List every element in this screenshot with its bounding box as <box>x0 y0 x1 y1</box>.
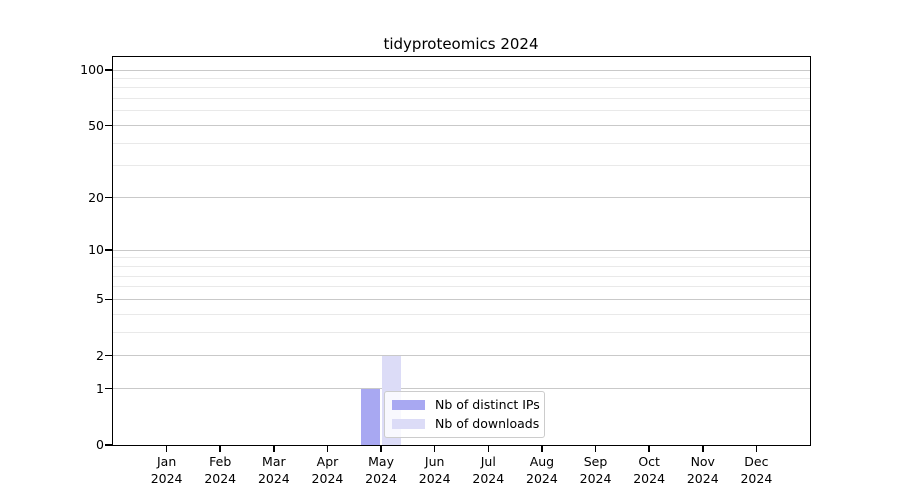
y-tick-mark <box>105 444 113 446</box>
x-tick-label: Sep 2024 <box>561 454 631 487</box>
x-tick-mark <box>541 445 543 452</box>
x-tick-label-line: Sep <box>583 454 608 469</box>
y-tick-mark <box>105 387 113 390</box>
x-tick-label: Oct 2024 <box>614 454 684 487</box>
legend-label-distinct-ips: Nb of distinct IPs <box>435 397 540 412</box>
x-tick-label: Jan 2024 <box>132 454 202 487</box>
x-tick-label-line: Mar <box>262 454 286 469</box>
x-tick-label-line: Dec <box>744 454 769 469</box>
x-tick-label: Dec 2024 <box>721 454 791 487</box>
x-tick-label: Jul 2024 <box>453 454 523 487</box>
legend-swatch-downloads <box>392 419 425 429</box>
y-tick-label: 5 <box>96 291 104 307</box>
x-tick-mark <box>219 445 221 452</box>
x-tick-mark <box>326 445 329 452</box>
legend-item-distinct-ips: Nb of distinct IPs <box>392 397 540 413</box>
y-tick-label: 100 <box>80 62 104 77</box>
x-tick-mark <box>380 445 382 452</box>
major-gridline <box>113 197 810 199</box>
legend: Nb of distinct IPs Nb of downloads <box>384 391 545 438</box>
y-tick-mark <box>105 298 113 301</box>
x-tick-label-line: Nov <box>690 454 715 469</box>
y-tick-label: 1 <box>96 380 104 396</box>
minor-gridline <box>113 110 810 112</box>
x-tick-mark <box>594 445 597 452</box>
x-tick-label-line: May <box>368 454 394 469</box>
minor-gridline <box>113 77 810 79</box>
minor-gridline <box>113 257 810 259</box>
x-tick-mark <box>702 445 704 452</box>
legend-swatch-distinct-ips <box>392 400 425 410</box>
legend-item-downloads: Nb of downloads <box>392 416 540 432</box>
major-gridline <box>113 298 810 300</box>
major-gridline <box>113 388 810 390</box>
minor-gridline <box>113 142 810 144</box>
x-tick-label-line: 2024 <box>686 470 719 486</box>
minor-gridline <box>113 313 810 315</box>
x-tick-label-line: Feb <box>209 454 232 469</box>
minor-gridline <box>113 275 810 277</box>
x-tick-label: Mar 2024 <box>239 454 309 487</box>
y-tick-label: 2 <box>96 347 104 363</box>
x-tick-label-line: Jan <box>156 454 177 469</box>
chart-title: tidyproteomics 2024 <box>383 35 539 53</box>
x-tick-label-line: 2024 <box>526 470 558 486</box>
minor-gridline <box>113 87 810 89</box>
legend-label-downloads: Nb of downloads <box>435 416 540 431</box>
x-tick-mark <box>487 445 490 452</box>
y-tick-label: 50 <box>88 117 104 133</box>
x-tick-label-line: 2024 <box>365 470 397 486</box>
x-tick-mark <box>165 445 168 452</box>
y-tick-label: 10 <box>88 242 104 258</box>
y-tick-mark <box>105 124 113 127</box>
x-tick-label-line: 2024 <box>257 470 290 486</box>
minor-gridline <box>113 98 810 100</box>
minor-gridline <box>113 165 810 167</box>
x-tick-mark <box>433 445 436 452</box>
x-tick-label-line: 2024 <box>150 470 183 486</box>
x-tick-label-line: Apr <box>316 454 339 469</box>
y-tick-mark <box>105 69 113 71</box>
x-tick-label-line: Aug <box>529 454 555 469</box>
x-tick-label: Aug 2024 <box>507 454 577 487</box>
x-tick-label: May 2024 <box>346 454 416 487</box>
x-tick-label-line: 2024 <box>740 470 773 486</box>
x-tick-label-line: 2024 <box>204 470 237 486</box>
major-gridline <box>113 69 810 71</box>
x-tick-label-line: 2024 <box>311 470 344 486</box>
x-tick-label-line: 2024 <box>472 470 505 486</box>
y-tick-mark <box>105 249 113 251</box>
x-tick-label: Nov 2024 <box>668 454 738 487</box>
minor-gridline <box>113 265 810 267</box>
x-tick-label: Jun 2024 <box>400 454 470 487</box>
y-tick-label: 20 <box>88 189 104 205</box>
x-tick-mark <box>755 445 758 452</box>
major-gridline <box>113 355 810 357</box>
x-tick-label-line: Oct <box>638 454 660 469</box>
x-tick-label-line: 2024 <box>633 470 666 486</box>
y-tick-label: 0 <box>96 437 104 452</box>
bar-distinct-ips <box>361 388 381 445</box>
x-tick-mark <box>273 445 275 452</box>
x-tick-label-line: Jun <box>424 454 445 469</box>
x-tick-label-line: 2024 <box>418 470 451 486</box>
y-tick-mark <box>105 354 113 357</box>
minor-gridline <box>113 286 810 288</box>
y-tick-mark <box>105 196 113 199</box>
x-tick-label: Apr 2024 <box>292 454 362 487</box>
x-tick-mark <box>648 445 650 452</box>
major-gridline <box>113 249 810 251</box>
x-tick-label-line: Jul <box>480 454 496 469</box>
x-tick-label-line: 2024 <box>579 470 612 486</box>
major-gridline <box>113 125 810 127</box>
minor-gridline <box>113 331 810 333</box>
x-tick-label: Feb 2024 <box>185 454 255 487</box>
